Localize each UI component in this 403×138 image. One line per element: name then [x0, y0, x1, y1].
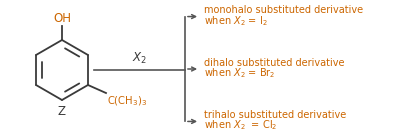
- Text: when $X_2$ = Br$_2$: when $X_2$ = Br$_2$: [204, 66, 276, 80]
- Text: trihalo substituted derivative: trihalo substituted derivative: [204, 110, 346, 120]
- Text: $X_2$: $X_2$: [132, 51, 147, 66]
- Text: dihalo substituted derivative: dihalo substituted derivative: [204, 58, 345, 67]
- Text: when $X_2$ = I$_2$: when $X_2$ = I$_2$: [204, 14, 268, 28]
- Text: C(CH$_3$)$_3$: C(CH$_3$)$_3$: [107, 94, 147, 108]
- Text: monohalo substituted derivative: monohalo substituted derivative: [204, 5, 363, 15]
- Text: when $X_2$  = Cl$_2$: when $X_2$ = Cl$_2$: [204, 119, 277, 132]
- Text: Z: Z: [58, 105, 66, 118]
- Text: OH: OH: [53, 12, 71, 25]
